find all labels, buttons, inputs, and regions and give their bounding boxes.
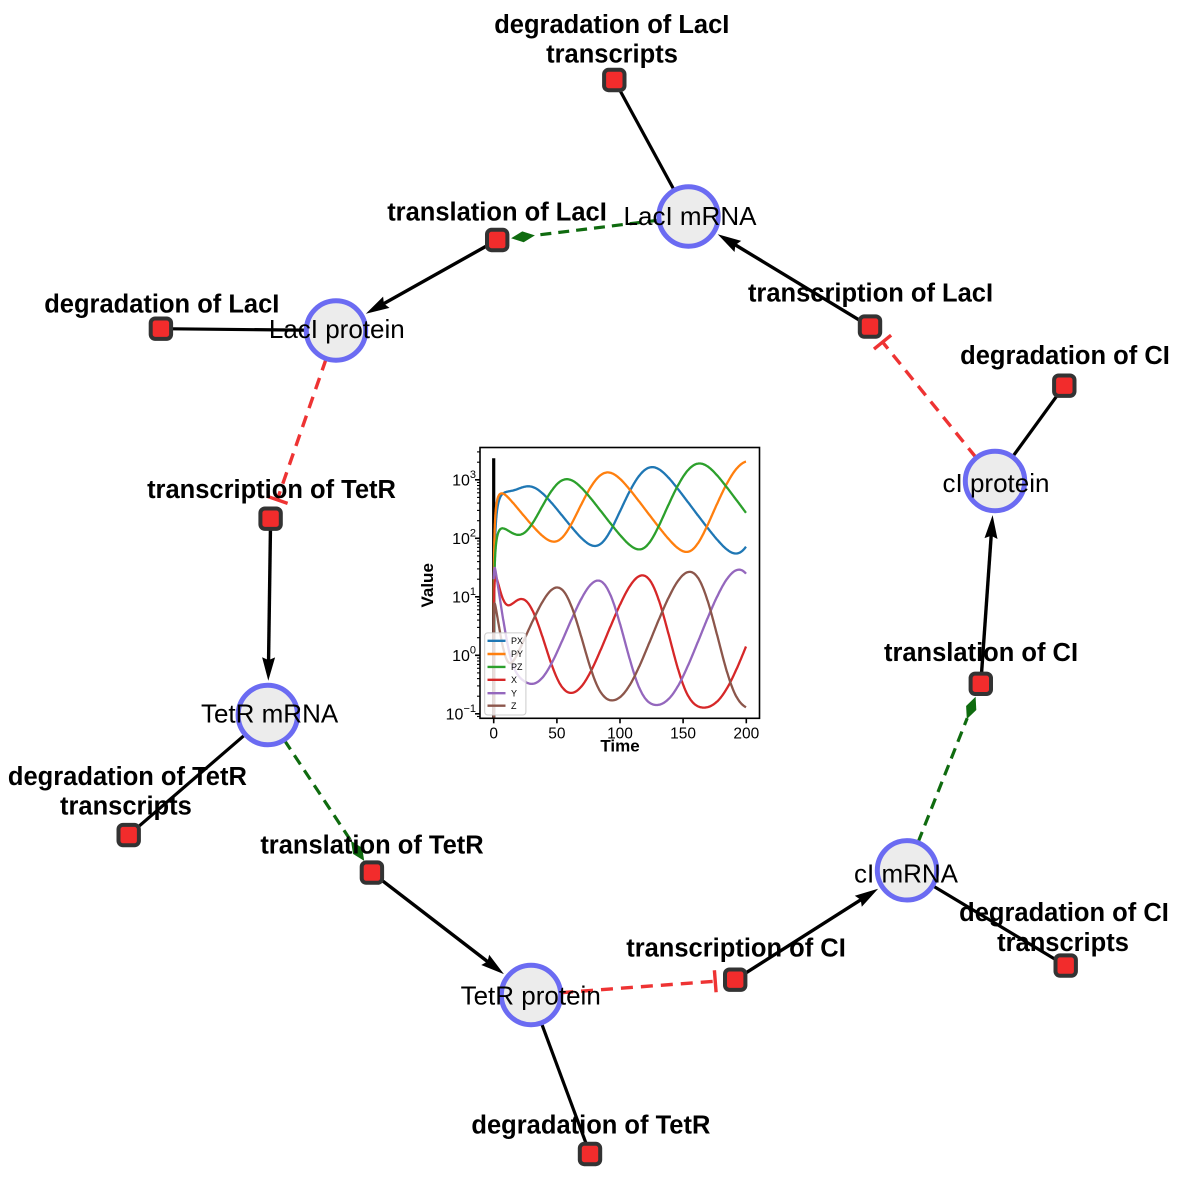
svg-text:degradation of TetR: degradation of TetR — [8, 763, 247, 791]
svg-text:Z: Z — [511, 701, 517, 711]
svg-text:transcripts: transcripts — [546, 41, 678, 69]
svg-text:Time: Time — [600, 737, 639, 756]
svg-text:150: 150 — [670, 725, 696, 742]
svg-text:200: 200 — [733, 725, 759, 742]
svg-text:PY: PY — [511, 649, 523, 659]
svg-text:PX: PX — [511, 636, 523, 646]
svg-text:transcription of TetR: transcription of TetR — [147, 476, 396, 504]
svg-text:X: X — [511, 675, 517, 685]
svg-text:TetR mRNA: TetR mRNA — [201, 699, 339, 729]
svg-text:transcripts: transcripts — [997, 929, 1129, 957]
svg-text:LacI protein: LacI protein — [269, 314, 405, 344]
svg-text:cI protein: cI protein — [943, 468, 1050, 498]
svg-text:degradation of LacI: degradation of LacI — [494, 11, 729, 39]
svg-text:0: 0 — [489, 725, 498, 742]
svg-text:LacI mRNA: LacI mRNA — [624, 201, 758, 231]
svg-text:TetR protein: TetR protein — [461, 981, 601, 1011]
svg-text:PZ: PZ — [511, 662, 523, 672]
svg-text:transcripts: transcripts — [60, 792, 192, 820]
svg-text:transcription of LacI: transcription of LacI — [748, 280, 993, 308]
svg-text:degradation of TetR: degradation of TetR — [471, 1112, 710, 1140]
svg-text:translation of LacI: translation of LacI — [387, 199, 607, 227]
svg-text:100: 100 — [607, 725, 633, 742]
svg-text:Value: Value — [418, 563, 437, 607]
svg-text:degradation of LacI: degradation of LacI — [44, 290, 279, 318]
svg-text:degradation of CI: degradation of CI — [960, 342, 1170, 370]
svg-text:translation of CI: translation of CI — [884, 639, 1078, 667]
svg-text:translation of TetR: translation of TetR — [260, 831, 483, 859]
svg-text:50: 50 — [548, 725, 566, 742]
svg-text:cI mRNA: cI mRNA — [854, 859, 959, 889]
svg-text:transcription of CI: transcription of CI — [626, 934, 846, 962]
svg-text:Y: Y — [511, 688, 517, 698]
svg-text:degradation of CI: degradation of CI — [959, 899, 1169, 927]
